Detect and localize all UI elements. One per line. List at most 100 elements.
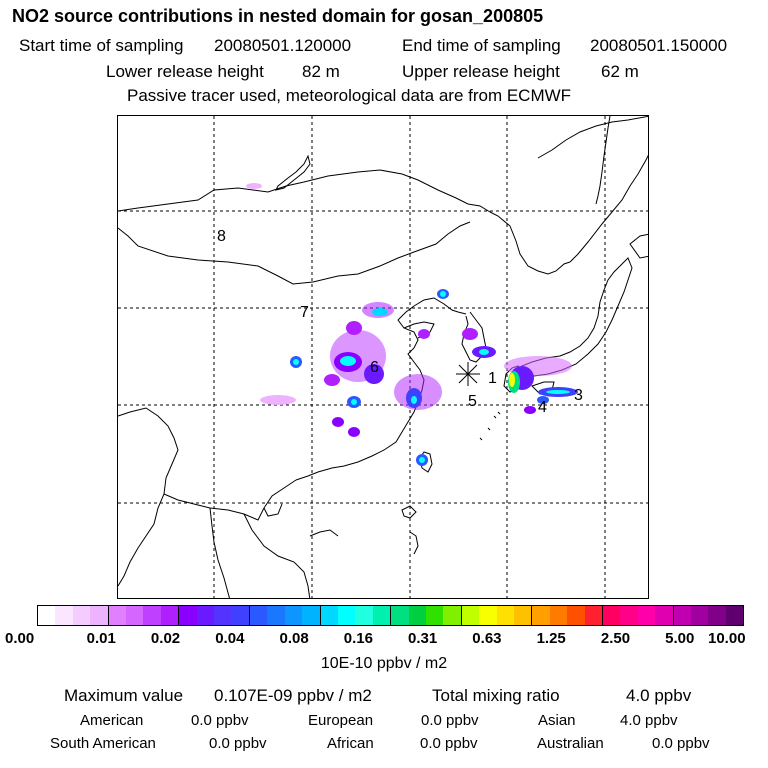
colorbar-segment xyxy=(637,606,656,625)
colorbar-segment xyxy=(38,606,56,625)
colorbar-segment xyxy=(391,606,409,625)
colorbar-segment xyxy=(355,606,373,625)
colorbar-segment xyxy=(320,606,338,625)
colorbar xyxy=(37,605,744,626)
colorbar-segment xyxy=(603,606,621,625)
tracer-note: Passive tracer used, meteorological data… xyxy=(127,86,572,105)
colorbar-tick-label: 0.16 xyxy=(343,630,373,647)
total-mixing-label: Total mixing ratio xyxy=(432,686,560,705)
border-line xyxy=(118,169,491,213)
colorbar-segment xyxy=(108,606,127,625)
plume-patch xyxy=(411,396,417,404)
end-time-value: 20080501.150000 xyxy=(590,36,728,55)
colorbar-segment xyxy=(143,606,161,625)
region-label: 5 xyxy=(468,393,477,410)
border-line xyxy=(489,211,571,275)
colorbar-tick-label: 0.02 xyxy=(150,630,181,647)
colorbar-segment xyxy=(708,606,726,625)
colorbar-tick-label: 0.00 xyxy=(5,630,35,647)
region-label: 7 xyxy=(300,304,309,321)
plume-patch xyxy=(372,308,388,316)
colorbar-segment xyxy=(408,606,426,625)
border-line xyxy=(118,407,179,587)
region-name: European xyxy=(308,712,374,729)
colorbar-segment xyxy=(249,606,268,625)
plume-patch xyxy=(440,291,446,297)
plume-patch xyxy=(340,356,356,366)
coast-line xyxy=(595,116,611,205)
colorbar-segment xyxy=(267,606,285,625)
lake-outline xyxy=(275,154,311,191)
lower-height-label: Lower release height xyxy=(106,62,264,81)
coast-line xyxy=(537,116,648,159)
colorbar-segment xyxy=(372,606,392,625)
plume-patch xyxy=(293,359,299,365)
plume-patch xyxy=(462,328,478,340)
colorbar-unit: 10E-10 ppbv / m2 xyxy=(320,655,448,672)
map-panel: 8 7 6 1 5 3 4 xyxy=(117,115,649,599)
region-label: 1 xyxy=(488,370,497,387)
max-value-label: Maximum value xyxy=(64,686,184,705)
coast-line xyxy=(569,154,648,263)
region-value: 0.0 ppbv xyxy=(421,712,479,729)
border-line xyxy=(118,221,471,285)
colorbar-segment xyxy=(90,606,109,625)
region-value: 0.0 ppbv xyxy=(191,712,249,729)
end-time-label: End time of sampling xyxy=(402,36,561,55)
plume-patch xyxy=(351,399,357,405)
colorbar-tick-label: 10.00 xyxy=(708,630,746,647)
upper-height-value: 62 m xyxy=(601,62,639,81)
coast-line xyxy=(409,531,419,555)
colorbar-segment xyxy=(725,606,744,625)
colorbar-segment xyxy=(337,606,356,625)
coast-line xyxy=(479,411,501,441)
colorbar-segment xyxy=(673,606,692,625)
colorbar-tick-label: 0.01 xyxy=(86,630,116,647)
colorbar-segment xyxy=(55,606,73,625)
receptor-asterisk-icon xyxy=(456,362,480,386)
max-value: 0.107E-09 ppbv / m2 xyxy=(214,686,372,705)
plume-patch xyxy=(346,321,362,335)
region-name: Asian xyxy=(538,712,576,729)
colorbar-tick-label: 2.50 xyxy=(600,630,631,647)
coast-line xyxy=(521,257,633,377)
coast-line xyxy=(263,479,297,517)
plume-patch xyxy=(509,373,515,387)
colorbar-segment xyxy=(584,606,603,625)
region-value: 0.0 ppbv xyxy=(420,735,478,752)
colorbar-segment xyxy=(72,606,91,625)
colorbar-segment xyxy=(231,606,250,625)
plume-patch xyxy=(546,390,570,394)
border-line xyxy=(163,493,265,521)
start-time-value: 20080501.120000 xyxy=(214,36,352,55)
colorbar-segment xyxy=(549,606,568,625)
colorbar-segment xyxy=(461,606,480,625)
plume-patch xyxy=(524,406,536,414)
region-label: 4 xyxy=(538,399,547,416)
plume-patch xyxy=(324,374,340,386)
upper-height-label: Upper release height xyxy=(402,62,560,81)
colorbar-segment xyxy=(655,606,674,625)
plume-patch xyxy=(418,329,430,339)
colorbar-tick-label: 0.08 xyxy=(279,630,309,647)
colorbar-segment xyxy=(160,606,180,625)
region-label: 8 xyxy=(217,228,226,245)
border-line xyxy=(209,507,230,598)
map-canvas: 8 7 6 1 5 3 4 xyxy=(118,116,648,598)
region-label: 3 xyxy=(574,387,583,404)
colorbar-segment xyxy=(513,606,533,625)
plot-title: NO2 source contributions in nested domai… xyxy=(12,6,544,26)
colorbar-segment xyxy=(196,606,215,625)
region-name: South American xyxy=(50,735,156,752)
region-name: American xyxy=(80,712,144,729)
region-value: 0.0 ppbv xyxy=(209,735,267,752)
colorbar-segment xyxy=(691,606,709,625)
colorbar-segment xyxy=(443,606,462,625)
colorbar-tick-label: 0.04 xyxy=(215,630,245,647)
plume-patch xyxy=(246,183,262,189)
colorbar-segment xyxy=(532,606,550,625)
plume-layer xyxy=(246,183,578,466)
region-value: 4.0 ppbv xyxy=(620,712,678,729)
coast-line xyxy=(629,233,648,259)
colorbar-segment xyxy=(620,606,638,625)
